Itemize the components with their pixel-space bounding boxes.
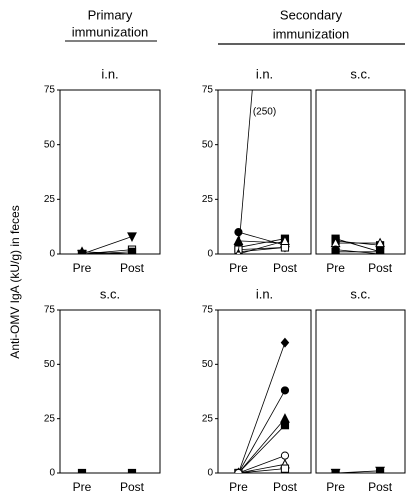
plot-area	[330, 466, 385, 473]
y-tick-label: 75	[44, 305, 56, 316]
panel-frame	[217, 309, 312, 474]
y-tick-label: 0	[49, 249, 55, 260]
series-line	[238, 342, 286, 473]
panel-title: i.n.	[256, 66, 273, 81]
marker	[280, 413, 290, 423]
x-tick-label: Post	[120, 261, 145, 275]
plot-area	[77, 468, 137, 473]
series-line	[81, 236, 133, 254]
x-tick-label: Pre	[326, 480, 345, 494]
marker	[330, 468, 341, 473]
panel-title: s.c.	[350, 66, 370, 81]
series-line	[335, 249, 381, 254]
y-tick-label: 75	[202, 85, 214, 96]
series-line	[238, 238, 286, 248]
y-tick-label: 50	[44, 359, 56, 370]
x-tick-label: Post	[120, 480, 145, 494]
panel-title: i.n.	[256, 286, 273, 301]
x-tick-label: Post	[273, 480, 298, 494]
marker	[280, 386, 290, 395]
header-primary-sub: immunization	[72, 24, 149, 39]
marker	[127, 232, 137, 243]
marker	[280, 421, 290, 430]
marker	[280, 451, 290, 460]
y-tick-label: 75	[202, 305, 214, 316]
y-tick-label: 0	[49, 468, 55, 479]
series-line	[335, 470, 381, 473]
plot-area	[234, 337, 290, 473]
marker	[127, 468, 137, 473]
series-line	[238, 90, 253, 252]
y-tick-label: 75	[44, 85, 56, 96]
y-tick-label: 50	[202, 359, 214, 370]
panel-title: s.c.	[350, 286, 370, 301]
plot-area	[77, 232, 137, 254]
y-tick-label: 50	[202, 139, 214, 150]
x-tick-label: Pre	[229, 261, 248, 275]
y-tick-label: 0	[207, 468, 213, 479]
panel-frame	[59, 309, 161, 474]
marker	[127, 249, 137, 254]
y-tick-label: 25	[44, 194, 56, 205]
x-tick-label: Post	[368, 480, 393, 494]
y-axis-label: Anti-OMV IgA (kU/g) in feces	[8, 205, 22, 358]
series-line	[238, 463, 286, 473]
y-tick-label: 50	[44, 139, 56, 150]
panel-title: s.c.	[100, 286, 120, 301]
y-tick-label: 0	[207, 249, 213, 260]
plot-area	[330, 234, 385, 254]
marker	[375, 237, 385, 248]
marker	[375, 466, 385, 473]
x-tick-label: Pre	[73, 261, 92, 275]
series-line	[238, 390, 286, 473]
series-line	[335, 238, 381, 253]
y-tick-label: 25	[202, 194, 214, 205]
marker	[280, 464, 290, 473]
x-tick-label: Pre	[326, 261, 345, 275]
header-secondary: Secondary	[280, 7, 343, 22]
marker	[233, 235, 244, 245]
y-tick-label: 25	[44, 413, 56, 424]
x-tick-label: Post	[368, 261, 393, 275]
marker	[375, 249, 385, 254]
x-tick-label: Pre	[73, 480, 92, 494]
marker	[280, 337, 290, 348]
marker	[331, 245, 340, 254]
panel-frame	[217, 89, 312, 255]
header-secondary-sub: immunization	[273, 26, 350, 41]
series-line	[238, 424, 286, 473]
series-line	[238, 455, 286, 473]
plot-area	[233, 90, 290, 254]
header-primary: Primary	[88, 7, 133, 22]
marker	[77, 468, 87, 473]
series-line	[238, 247, 285, 251]
x-tick-label: Post	[273, 261, 298, 275]
panel-frame	[59, 89, 161, 255]
marker	[234, 228, 243, 237]
panel-frame	[315, 309, 406, 474]
series-line	[238, 468, 285, 473]
marker	[77, 249, 87, 254]
point	[237, 251, 240, 253]
x-tick-label: Pre	[229, 480, 248, 494]
series-line	[238, 418, 286, 473]
series-line	[238, 240, 286, 254]
marker	[234, 468, 243, 473]
panel-title: i.n.	[101, 66, 118, 81]
annotation: (250)	[253, 107, 276, 118]
y-tick-label: 25	[202, 413, 214, 424]
panel-frame	[315, 89, 406, 255]
marker	[280, 235, 290, 245]
